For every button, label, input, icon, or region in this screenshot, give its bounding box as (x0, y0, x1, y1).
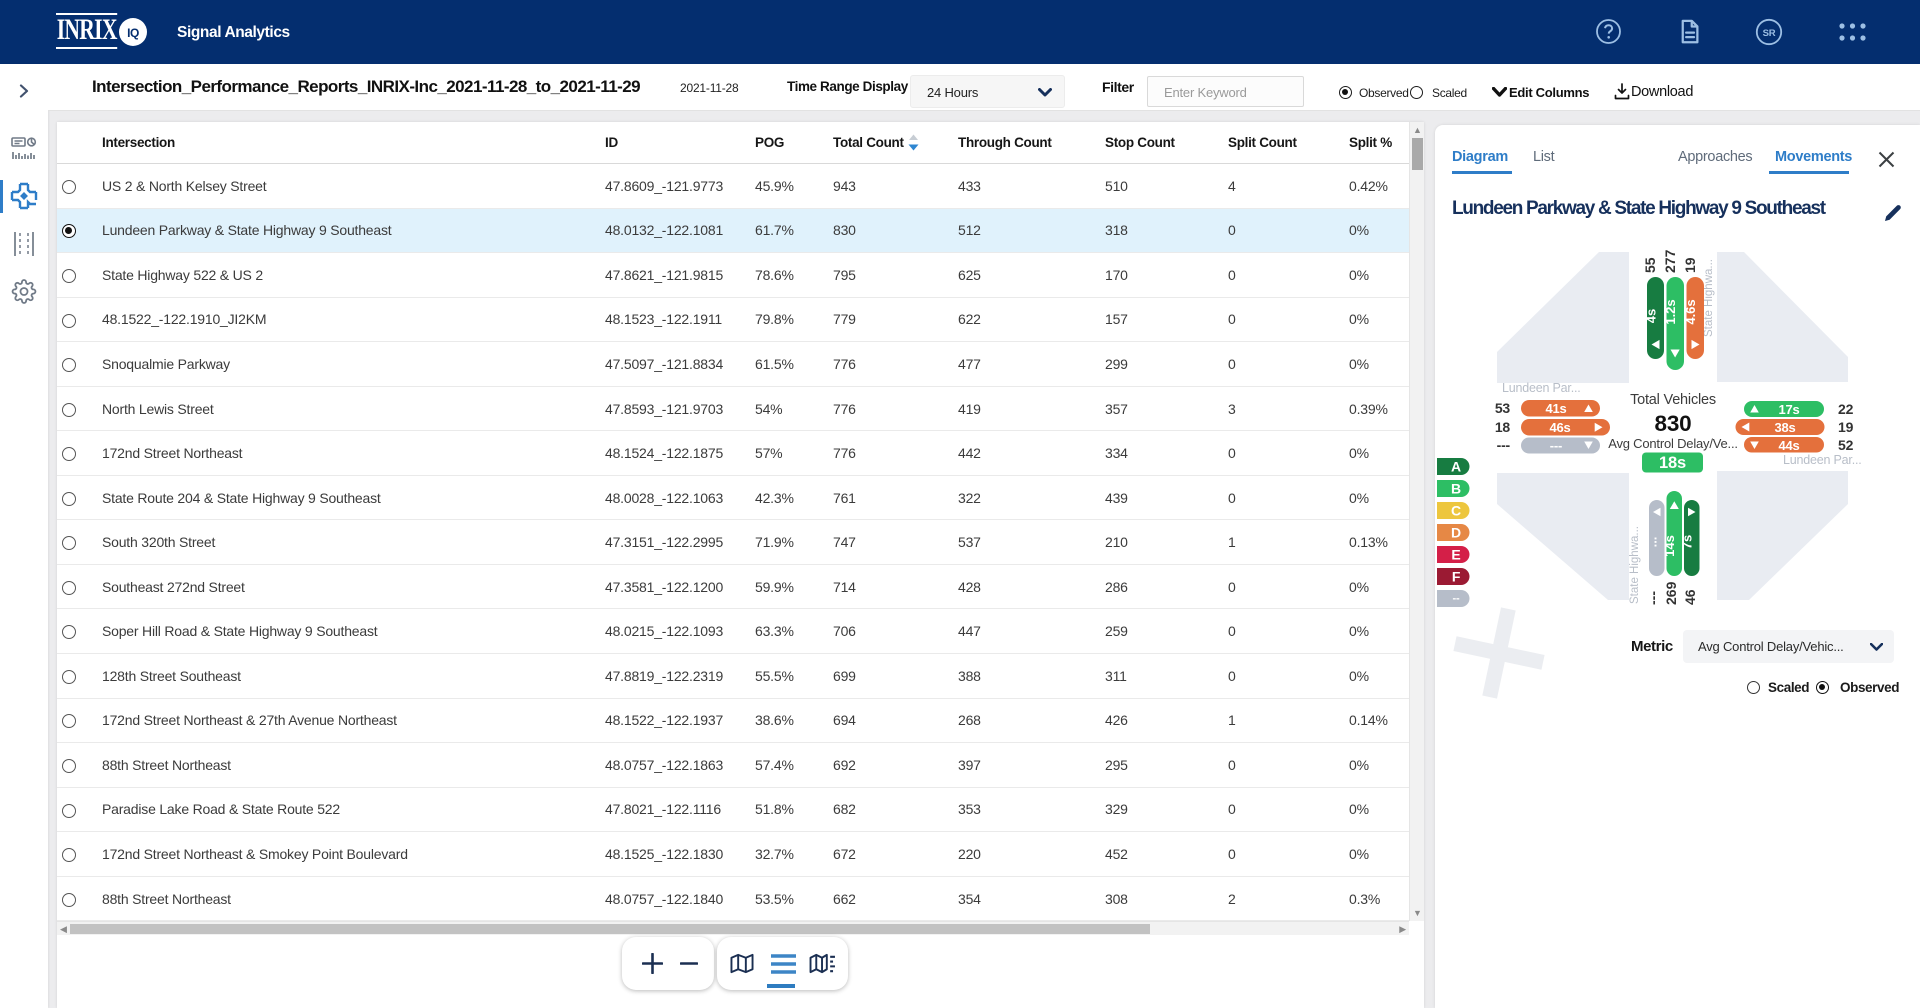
svg-text:269: 269 (1663, 581, 1679, 605)
svg-text:--: -- (1453, 593, 1460, 605)
svg-text:State Highwa...: State Highwa... (1703, 259, 1715, 337)
svg-text:277: 277 (1662, 249, 1678, 273)
svg-text:17s: 17s (1778, 402, 1799, 417)
svg-text:F: F (1452, 569, 1461, 585)
svg-text:7s: 7s (1680, 535, 1695, 549)
svg-text:D: D (1451, 525, 1461, 541)
svg-text:830: 830 (1655, 411, 1692, 436)
svg-text:C: C (1451, 503, 1461, 519)
svg-text:Total Vehicles: Total Vehicles (1630, 392, 1716, 408)
svg-text:---: --- (1550, 438, 1562, 453)
svg-text:A: A (1451, 459, 1461, 475)
svg-text:Lundeen Par...: Lundeen Par... (1502, 381, 1581, 395)
svg-text:18s: 18s (1659, 454, 1686, 472)
svg-text:18: 18 (1495, 419, 1511, 435)
svg-text:41s: 41s (1545, 401, 1566, 416)
svg-text:---: --- (1497, 437, 1511, 453)
svg-text:1.2s: 1.2s (1663, 299, 1678, 324)
svg-text:19: 19 (1838, 419, 1854, 435)
svg-text:B: B (1451, 481, 1461, 497)
svg-text:---: --- (1645, 591, 1661, 605)
svg-text:SR: SR (1763, 28, 1776, 39)
svg-text:E: E (1451, 547, 1460, 563)
svg-text:53: 53 (1495, 400, 1511, 416)
svg-text:46s: 46s (1549, 420, 1570, 435)
svg-text:4s: 4s (1644, 309, 1659, 323)
svg-text:46: 46 (1682, 589, 1698, 605)
svg-text:22: 22 (1838, 401, 1854, 417)
svg-text:52: 52 (1838, 437, 1854, 453)
svg-text:4.6s: 4.6s (1683, 299, 1698, 324)
svg-text:Lundeen Par...: Lundeen Par... (1783, 453, 1862, 467)
svg-text:...: ... (1645, 537, 1660, 548)
svg-text:State Highwa...: State Highwa... (1629, 526, 1641, 604)
svg-text:Avg Control Delay/Ve...: Avg Control Delay/Ve... (1608, 436, 1738, 451)
svg-text:38s: 38s (1774, 420, 1795, 435)
svg-text:14s: 14s (1662, 535, 1677, 557)
svg-text:55: 55 (1642, 257, 1658, 273)
svg-text:19: 19 (1682, 257, 1698, 273)
svg-text:44s: 44s (1778, 438, 1799, 453)
